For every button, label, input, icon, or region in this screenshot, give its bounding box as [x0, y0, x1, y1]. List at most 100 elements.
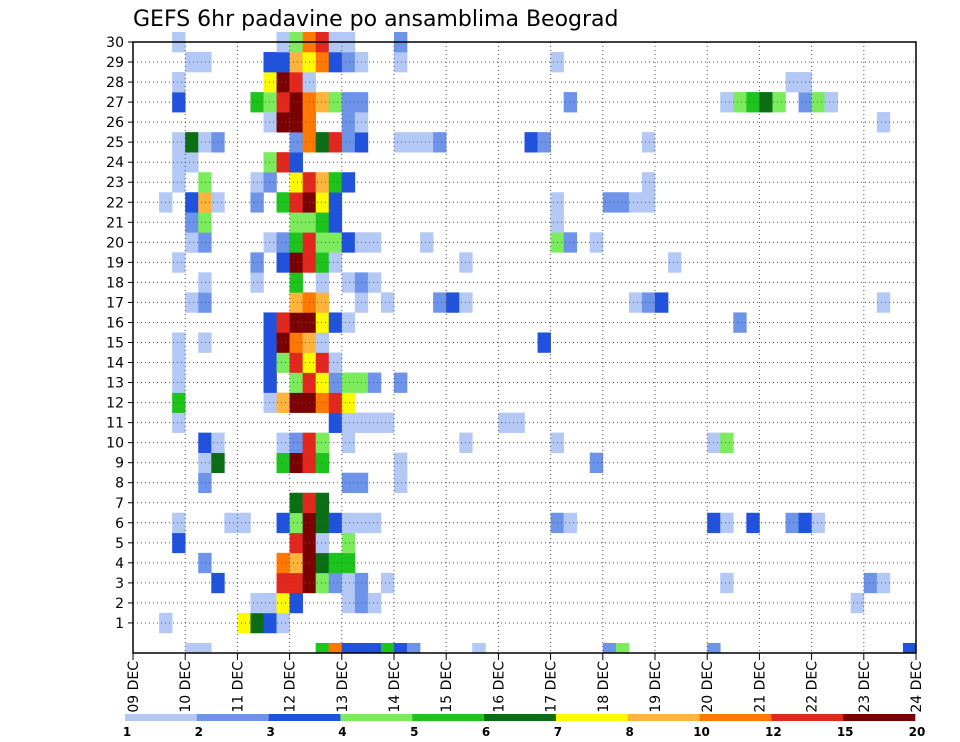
heatmap-cell	[263, 172, 277, 193]
heatmap-cell	[341, 432, 356, 453]
heatmap-cell	[394, 452, 408, 473]
heatmap-cell	[772, 92, 786, 113]
legend-color-swatch	[340, 714, 413, 721]
heatmap-cell	[341, 552, 356, 574]
legend-label: 7	[554, 725, 562, 739]
x-tick-label: 17 DEC	[544, 661, 560, 713]
heatmap-cell	[276, 572, 290, 594]
heatmap-cell	[367, 592, 382, 614]
legend-label: 3	[266, 725, 274, 739]
heatmap-cell	[172, 412, 186, 433]
heatmap-cell	[641, 192, 656, 213]
heatmap-cell	[328, 252, 343, 273]
heatmap-cell	[289, 212, 303, 233]
legend-label: 12	[765, 725, 782, 739]
x-tick-label: 24 DEC	[909, 661, 925, 713]
bottom-strip-cell	[198, 642, 212, 653]
heatmap-cell	[263, 332, 277, 353]
heatmap-cell	[276, 72, 290, 93]
y-tick-label: 28	[106, 75, 124, 91]
legend-color-swatch	[484, 714, 557, 721]
heatmap-cell	[289, 232, 303, 253]
y-tick-label: 2	[115, 596, 124, 612]
heatmap-cell	[720, 92, 734, 113]
heatmap-cell	[172, 92, 186, 113]
heatmap-cell	[185, 52, 199, 73]
heatmap-cell	[185, 192, 199, 213]
heatmap-cell	[341, 112, 356, 133]
heatmap-cell	[198, 132, 212, 153]
heatmap-cell	[315, 512, 330, 534]
heatmap-cell	[289, 72, 303, 93]
heatmap-cell	[328, 412, 343, 433]
x-axis: 09 DEC 10 DEC 11 DEC 12 DEC 13 DEC 14 DEC 15 D…	[126, 653, 925, 713]
heatmap-cell	[289, 192, 303, 213]
heatmap-cell	[563, 512, 577, 534]
y-tick-label: 3	[115, 576, 124, 592]
heatmap-cell	[237, 512, 251, 534]
heatmap-cell	[720, 512, 734, 534]
heatmap-cell	[328, 52, 343, 73]
y-tick-label: 1	[115, 616, 124, 632]
heatmap-cell	[315, 192, 330, 213]
legend-label: 6	[482, 725, 490, 739]
x-tick-label: 22 DEC	[805, 661, 821, 713]
heatmap-cell	[328, 352, 343, 373]
bottom-strip-cell	[472, 642, 486, 653]
heatmap-cell	[537, 132, 551, 153]
bottom-strip-cell	[407, 642, 421, 653]
heatmap-cell	[328, 392, 343, 413]
x-tick-label: 20 DEC	[700, 661, 716, 713]
x-tick-label: 15 DEC	[439, 661, 455, 713]
heatmap-cell	[198, 332, 212, 353]
heatmap-cell	[198, 292, 212, 313]
y-tick-label: 22	[106, 195, 124, 211]
heatmap-cell	[759, 92, 773, 113]
heatmap-cell	[263, 312, 277, 333]
heatmap-cell	[289, 432, 303, 453]
heatmap-cell	[289, 552, 303, 574]
heatmap-cell	[420, 232, 434, 253]
heatmap-cell	[198, 172, 212, 193]
legend-color-swatch	[125, 714, 198, 721]
legend-color-swatch	[555, 714, 629, 721]
heatmap-cell	[172, 332, 186, 353]
heatmap-cell	[341, 412, 356, 433]
y-tick-label: 29	[106, 55, 124, 71]
heatmap-cell	[328, 552, 343, 574]
heatmap-cell	[276, 592, 290, 614]
heatmap-cell	[289, 292, 303, 313]
heatmap-cell	[289, 512, 303, 534]
y-tick-label: 7	[115, 496, 124, 512]
heatmap-cell	[315, 252, 330, 273]
heatmap-cell	[785, 512, 799, 534]
bottom-strip-cell	[367, 642, 382, 653]
legend-color-swatch	[843, 714, 916, 721]
heatmap-cell	[263, 92, 277, 113]
heatmap-cell	[733, 92, 747, 113]
heatmap-cell	[537, 332, 551, 353]
legend-color-swatch	[771, 714, 844, 721]
x-tick-label: 14 DEC	[387, 661, 403, 713]
heatmap-cell	[367, 512, 382, 534]
heatmap-cell	[263, 112, 277, 133]
heatmap-cell	[198, 52, 212, 73]
heatmap-cell	[341, 572, 356, 594]
heatmap-cell	[289, 532, 303, 554]
heatmap-cell	[394, 472, 408, 494]
heatmap-cell	[263, 52, 277, 73]
heatmap-cell	[172, 372, 186, 393]
heatmap-cell	[315, 212, 330, 233]
heatmap-cell	[198, 192, 212, 213]
y-tick-label: 23	[106, 175, 124, 191]
heatmap-cell	[289, 252, 303, 273]
heatmap-cell	[394, 52, 408, 73]
heatmap-cell	[511, 412, 525, 433]
y-tick-label: 4	[115, 556, 124, 572]
heatmap-cell	[628, 192, 643, 213]
heatmap-cell	[198, 552, 212, 574]
heatmap-cell	[289, 272, 303, 293]
heatmap-cell	[198, 452, 212, 473]
heatmap-cell	[172, 72, 186, 93]
x-tick-label: 23 DEC	[857, 661, 873, 713]
